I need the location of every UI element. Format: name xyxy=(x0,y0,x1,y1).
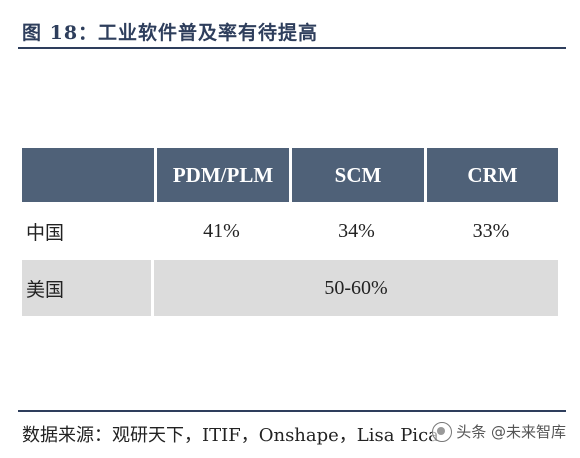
top-divider xyxy=(18,47,566,49)
watermark-text: 头条 @未来智库 xyxy=(456,423,566,441)
figure-title: 图 18：工业软件普及率有待提高 xyxy=(22,22,319,44)
header-pdm-plm: PDM/PLM xyxy=(154,148,289,202)
header-scm: SCM xyxy=(289,148,424,202)
china-pdm-plm-value: 41% xyxy=(203,219,240,242)
watermark: 头条 @未来智库 xyxy=(432,421,566,442)
bottom-divider xyxy=(18,410,566,412)
header-empty-cell xyxy=(22,148,154,202)
source-note: 数据来源：观研天下，ITIF，Onshape，Lisa Pica xyxy=(22,425,439,446)
watermark-logo-icon xyxy=(432,421,453,442)
usa-merged-value: 50-60% xyxy=(324,276,388,299)
penetration-table: PDM/PLM SCM CRM 中国 41% 34% 33% 美国 50-60% xyxy=(22,148,558,316)
table-row: 中国 41% 34% 33% xyxy=(22,202,558,260)
china-crm-value: 33% xyxy=(472,219,510,242)
row-label-usa: 美国 xyxy=(22,260,154,316)
table-header-row: PDM/PLM SCM CRM xyxy=(22,148,558,202)
row-label-china: 中国 xyxy=(26,221,65,244)
table-row: 美国 50-60% xyxy=(22,260,558,316)
china-scm-value: 34% xyxy=(338,219,375,242)
header-crm: CRM xyxy=(424,148,558,202)
